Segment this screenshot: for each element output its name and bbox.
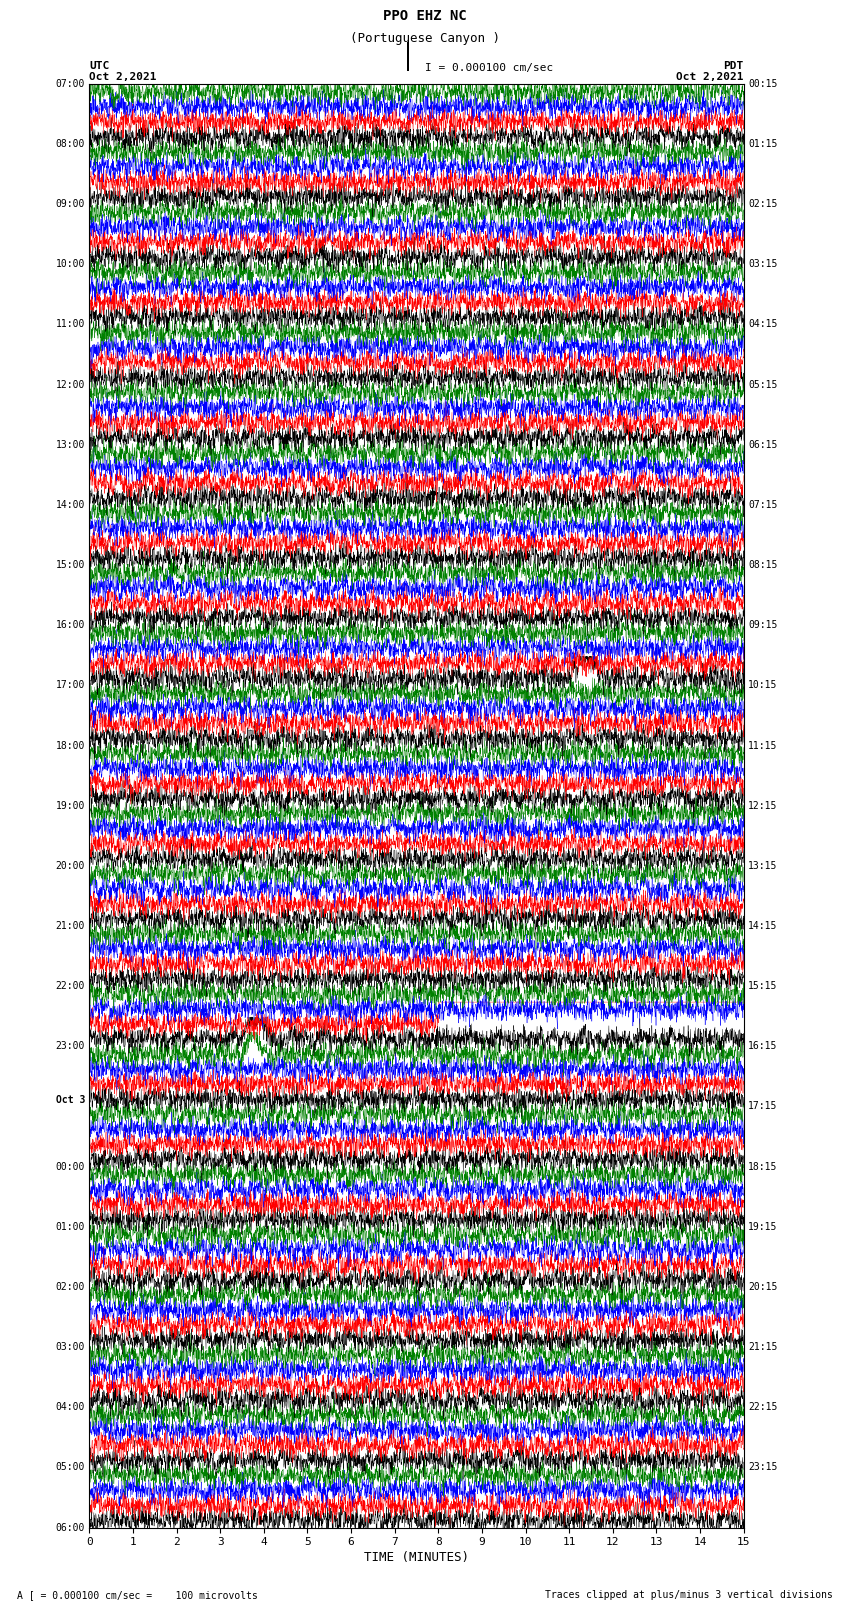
Text: 09:00: 09:00 <box>55 198 85 210</box>
Text: 01:15: 01:15 <box>748 139 778 148</box>
Text: 14:15: 14:15 <box>748 921 778 931</box>
Text: 11:15: 11:15 <box>748 740 778 750</box>
Text: 20:00: 20:00 <box>55 861 85 871</box>
Text: 15:15: 15:15 <box>748 981 778 990</box>
Text: 19:00: 19:00 <box>55 800 85 811</box>
Text: Oct 3: Oct 3 <box>55 1095 85 1105</box>
Text: 15:00: 15:00 <box>55 560 85 569</box>
Text: 23:15: 23:15 <box>748 1463 778 1473</box>
Text: I = 0.000100 cm/sec: I = 0.000100 cm/sec <box>425 63 553 73</box>
Text: 04:00: 04:00 <box>55 1402 85 1413</box>
Text: 19:15: 19:15 <box>748 1221 778 1232</box>
Text: 18:15: 18:15 <box>748 1161 778 1171</box>
Text: 03:15: 03:15 <box>748 260 778 269</box>
Text: 12:15: 12:15 <box>748 800 778 811</box>
Text: 13:15: 13:15 <box>748 861 778 871</box>
Text: 20:15: 20:15 <box>748 1282 778 1292</box>
Text: 23:00: 23:00 <box>55 1042 85 1052</box>
Text: 07:00: 07:00 <box>55 79 85 89</box>
Text: 11:00: 11:00 <box>55 319 85 329</box>
Text: PPO EHZ NC: PPO EHZ NC <box>383 8 467 23</box>
Text: 22:15: 22:15 <box>748 1402 778 1413</box>
Text: 03:00: 03:00 <box>55 1342 85 1352</box>
Text: 00:15: 00:15 <box>748 79 778 89</box>
Text: 00:00: 00:00 <box>55 1161 85 1171</box>
Text: 21:15: 21:15 <box>748 1342 778 1352</box>
Text: 12:00: 12:00 <box>55 379 85 390</box>
Text: 21:00: 21:00 <box>55 921 85 931</box>
Text: 07:15: 07:15 <box>748 500 778 510</box>
Text: 05:15: 05:15 <box>748 379 778 390</box>
Text: 18:00: 18:00 <box>55 740 85 750</box>
Text: 08:00: 08:00 <box>55 139 85 148</box>
Text: (Portuguese Canyon ): (Portuguese Canyon ) <box>350 32 500 45</box>
Text: A [ = 0.000100 cm/sec =    100 microvolts: A [ = 0.000100 cm/sec = 100 microvolts <box>17 1590 258 1600</box>
Text: 10:15: 10:15 <box>748 681 778 690</box>
Text: 14:00: 14:00 <box>55 500 85 510</box>
Text: 02:00: 02:00 <box>55 1282 85 1292</box>
Text: UTC: UTC <box>89 61 110 71</box>
Text: PDT: PDT <box>723 61 744 71</box>
Text: Traces clipped at plus/minus 3 vertical divisions: Traces clipped at plus/minus 3 vertical … <box>545 1590 833 1600</box>
Text: Oct 2,2021: Oct 2,2021 <box>89 73 156 82</box>
Text: 17:00: 17:00 <box>55 681 85 690</box>
Text: 17:15: 17:15 <box>748 1102 778 1111</box>
Text: Oct 2,2021: Oct 2,2021 <box>677 73 744 82</box>
Text: 04:15: 04:15 <box>748 319 778 329</box>
Text: 01:00: 01:00 <box>55 1221 85 1232</box>
Text: 05:00: 05:00 <box>55 1463 85 1473</box>
Text: 09:15: 09:15 <box>748 621 778 631</box>
Text: 10:00: 10:00 <box>55 260 85 269</box>
Text: 13:00: 13:00 <box>55 440 85 450</box>
Text: 02:15: 02:15 <box>748 198 778 210</box>
Text: 08:15: 08:15 <box>748 560 778 569</box>
Text: 16:15: 16:15 <box>748 1042 778 1052</box>
Text: 06:00: 06:00 <box>55 1523 85 1532</box>
X-axis label: TIME (MINUTES): TIME (MINUTES) <box>364 1552 469 1565</box>
Text: 16:00: 16:00 <box>55 621 85 631</box>
Text: 22:00: 22:00 <box>55 981 85 990</box>
Text: 06:15: 06:15 <box>748 440 778 450</box>
